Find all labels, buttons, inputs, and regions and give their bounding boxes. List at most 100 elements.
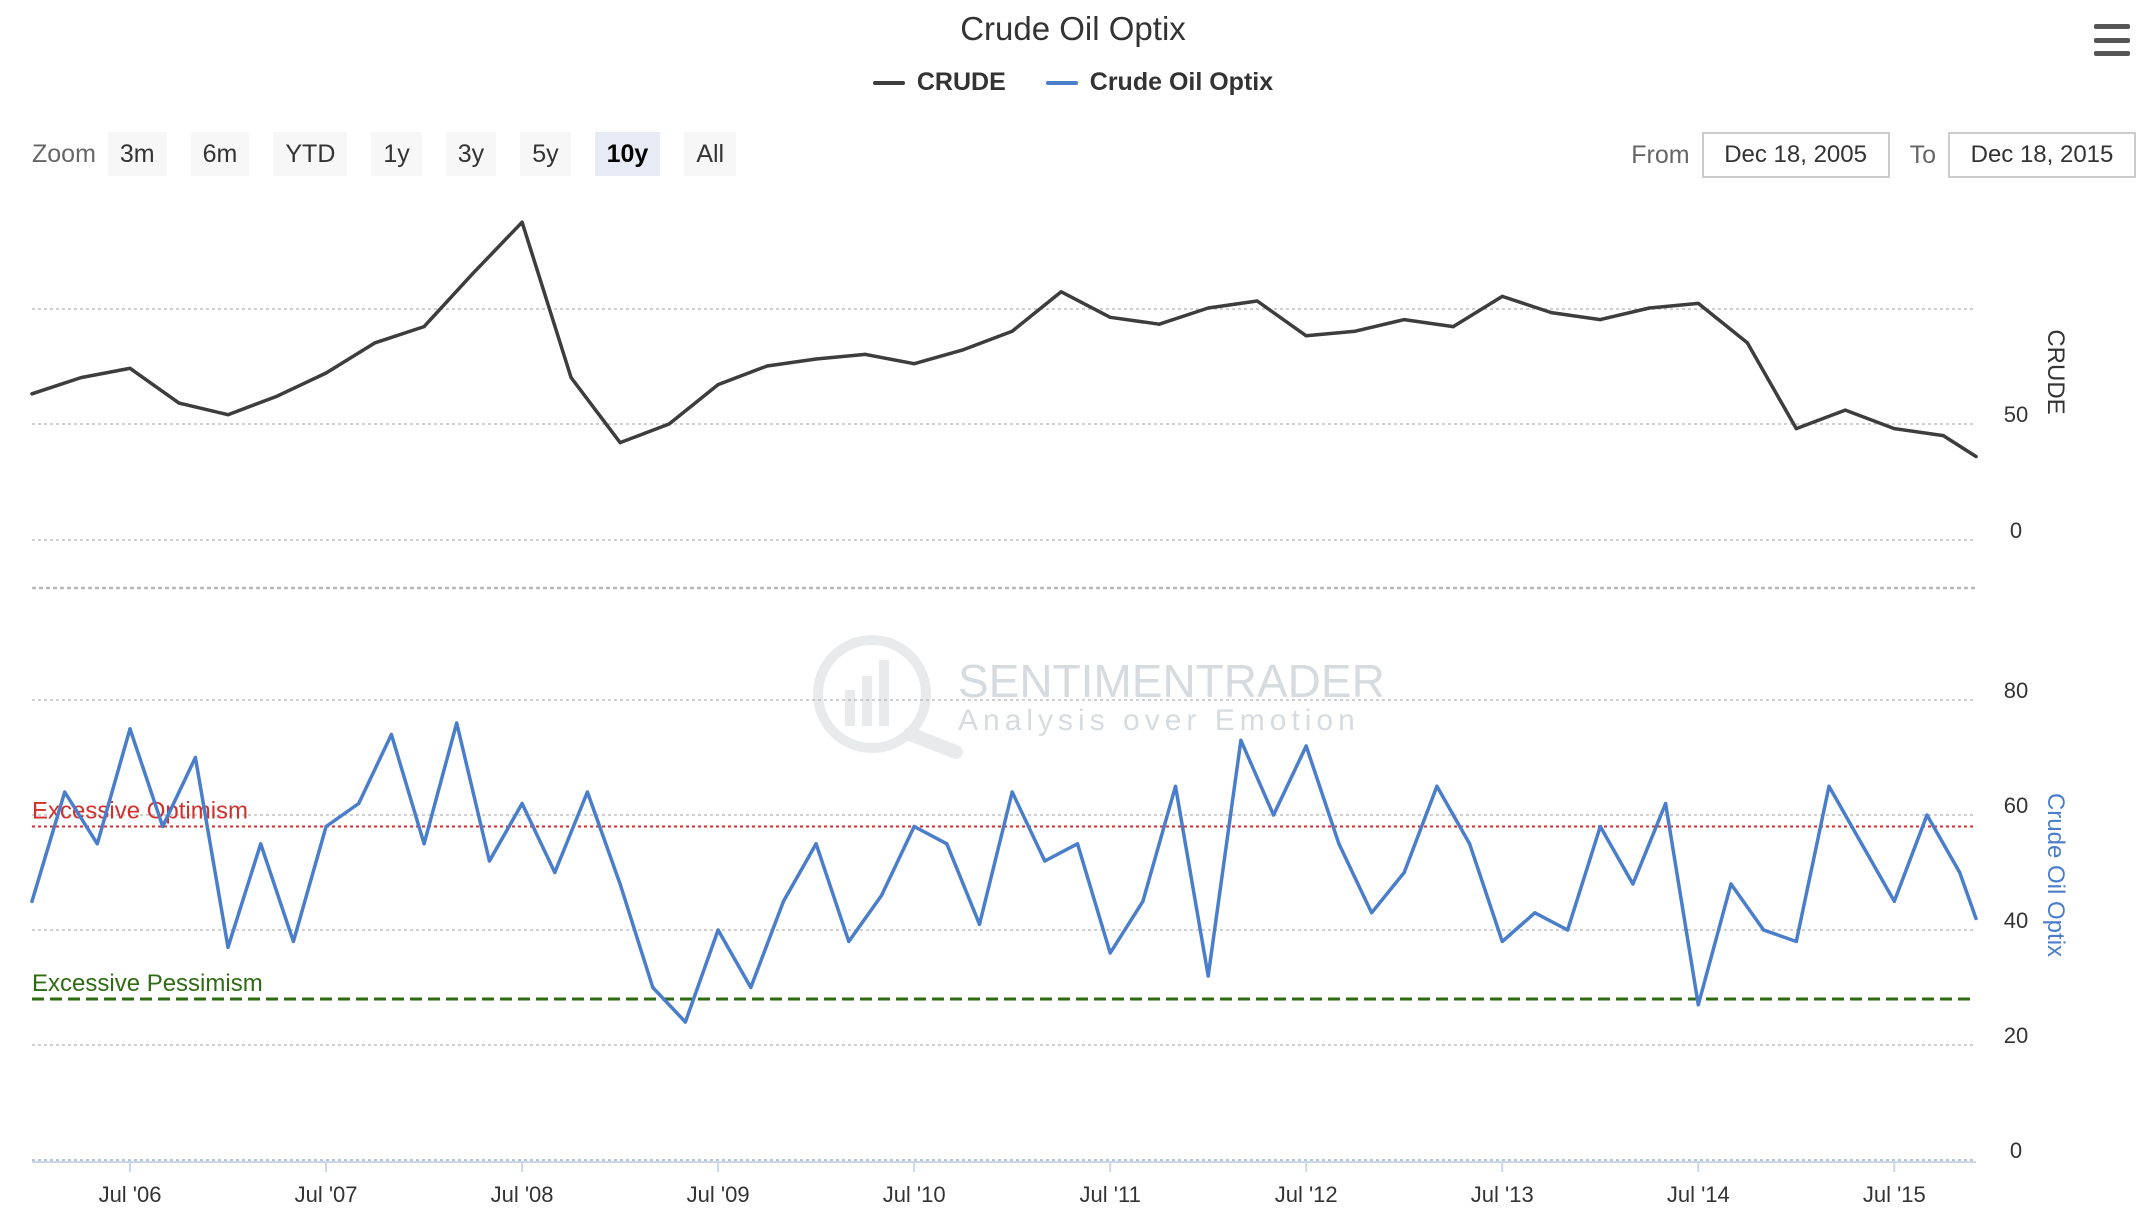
optix-data-point (1664, 801, 1668, 806)
optix-data-point (1696, 1003, 1700, 1007)
crude-data-point (422, 325, 426, 329)
optix-data-point (30, 899, 34, 903)
legend-label-crude: CRUDE (916, 68, 1006, 96)
crude-data-point (1549, 311, 1553, 315)
from-date-input[interactable] (1701, 132, 1890, 178)
from-label: From (1631, 140, 1690, 169)
optix-data-point (1566, 928, 1570, 932)
optix-data-point (1500, 939, 1504, 944)
optix-data-point (585, 790, 590, 794)
crude-data-point (1794, 427, 1798, 431)
x-tick-label: Jul '13 (1471, 1182, 1534, 1207)
axis-layer: 0 50 CRUDE 0 20 40 60 80 Crude Oil Optix Jul '06 J… (32, 329, 2069, 1207)
optix-data-point (1271, 813, 1276, 817)
optix-y-tick-label: 0 (2010, 1138, 2022, 1163)
optix-data-point (1860, 842, 1864, 846)
band-label: Excessive Pessimism (32, 970, 263, 997)
optix-data-point (1435, 784, 1439, 788)
legend: CRUDE Crude Oil Optix (0, 68, 2146, 97)
optix-data-point (226, 945, 230, 949)
optix-data-point (95, 842, 99, 846)
legend-item-optix[interactable]: Crude Oil Optix (1045, 68, 1274, 97)
crude-data-point (1696, 301, 1700, 305)
crude-y-tick-label: 0 (2010, 518, 2022, 543)
legend-label-optix: Crude Oil Optix (1089, 68, 1274, 96)
optix-data-point (128, 727, 132, 731)
optix-data-point (683, 1020, 688, 1024)
crude-data-point (618, 441, 622, 445)
optix-data-point (1304, 744, 1308, 748)
zoom-ytd-button[interactable]: YTD (273, 132, 348, 176)
optix-data-point (487, 859, 491, 863)
zoom-label: Zoom (32, 139, 96, 168)
crude-data-point (520, 220, 524, 224)
optix-data-point (879, 893, 884, 898)
optix-data-point (193, 755, 197, 760)
crude-data-point (1010, 329, 1014, 333)
crude-data-point (1500, 294, 1504, 298)
optix-data-point (1075, 842, 1080, 846)
crude-data-point (1108, 315, 1112, 319)
optix-y-tick-label: 20 (2004, 1023, 2028, 1048)
crude-data-point (814, 357, 818, 361)
zoom-10y-button[interactable]: 10y (594, 132, 661, 176)
to-date-input[interactable] (1948, 132, 2136, 178)
crude-data-point (1974, 454, 1978, 459)
optix-y-tick-label: 80 (2004, 678, 2028, 703)
zoom-5y-button[interactable]: 5y (520, 132, 571, 176)
zoom-3m-button[interactable]: 3m (107, 132, 167, 176)
optix-data-point (1925, 813, 1929, 817)
optix-data-point (553, 870, 557, 875)
zoom-selector: Zoom 3m 6m YTD 1y 3y 5y 10y All (32, 132, 752, 176)
optix-y-tick-label: 40 (2004, 908, 2028, 933)
watermark: SENTIMENTRADER Analysis over Emotion (813, 635, 1385, 759)
date-range: From To (1623, 132, 2136, 178)
optix-data-point (291, 939, 295, 944)
zoom-6m-button[interactable]: 6m (190, 132, 250, 176)
crude-data-point (961, 348, 965, 352)
optix-data-point (847, 939, 851, 944)
zoom-1y-button[interactable]: 1y (371, 132, 422, 176)
optix-data-point (1206, 974, 1210, 978)
crude-data-point (373, 341, 377, 345)
watermark-logo-icon (813, 635, 963, 759)
legend-swatch-optix (1045, 80, 1078, 85)
optix-data-point (1173, 784, 1178, 788)
optix-data-point (1598, 824, 1602, 829)
optix-data-point (716, 928, 720, 932)
crude-data-point (765, 364, 769, 368)
optix-data-point (389, 732, 393, 737)
optix-data-point (357, 801, 361, 806)
optix-data-point (422, 842, 426, 846)
legend-item-crude[interactable]: CRUDE (872, 68, 1006, 97)
zoom-all-button[interactable]: All (684, 132, 737, 176)
optix-data-point (1958, 870, 1962, 875)
x-tick-label: Jul '08 (491, 1182, 554, 1207)
optix-data-point (1827, 784, 1831, 788)
optix-data-point (1108, 951, 1112, 955)
crude-y-tick-label: 50 (2004, 402, 2028, 427)
x-tick-label: Jul '15 (1863, 1182, 1926, 1207)
crude-data-point (30, 392, 34, 396)
x-tick-label: Jul '07 (295, 1182, 358, 1207)
optix-data-point (618, 882, 622, 886)
hamburger-menu-icon[interactable] (2094, 24, 2130, 56)
watermark-tagline: Analysis over Emotion (958, 704, 1360, 737)
chart-title: Crude Oil Optix (960, 10, 1186, 47)
crude-series-line (30, 220, 1978, 459)
optix-data-point (1141, 899, 1145, 903)
crude-data-point (667, 422, 671, 426)
x-tick-label: Jul '06 (99, 1182, 162, 1207)
crude-data-point (1647, 306, 1651, 310)
crude-data-point (1206, 306, 1210, 310)
x-tick-label: Jul '14 (1667, 1182, 1730, 1207)
crude-data-point (569, 376, 573, 380)
optix-data-point (1402, 870, 1406, 875)
optix-data-point (1370, 911, 1374, 915)
optix-data-point (1794, 939, 1798, 944)
optix-data-point (1762, 928, 1766, 932)
zoom-3y-button[interactable]: 3y (445, 132, 497, 176)
watermark-name: SENTIMENTRADER (958, 655, 1385, 707)
optix-data-point (1468, 842, 1472, 846)
